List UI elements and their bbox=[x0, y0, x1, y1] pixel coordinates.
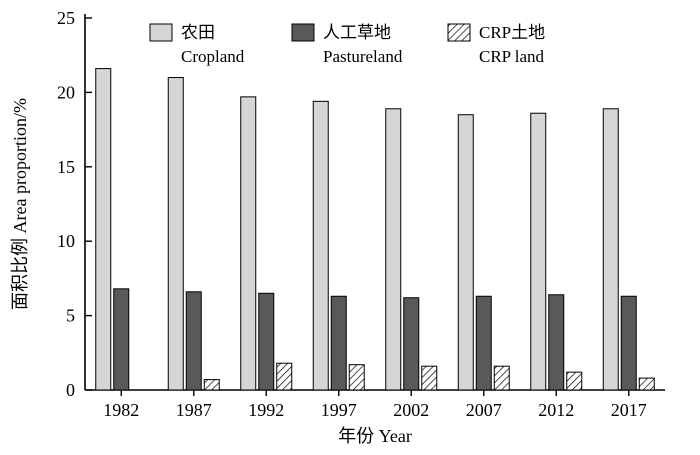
bar-cropland-2002 bbox=[385, 108, 402, 391]
bar-pastureland-1987 bbox=[185, 291, 202, 391]
x-tick-label: 1987 bbox=[176, 400, 212, 420]
legend-label-cn: 农田 bbox=[181, 23, 215, 42]
bar-pastureland-1982 bbox=[113, 288, 130, 391]
bar-cropland-2012 bbox=[530, 112, 547, 391]
bar-cropland-1997 bbox=[312, 100, 329, 391]
bar-crp-land-1992 bbox=[276, 362, 293, 391]
x-axis-label: 年份 Year bbox=[338, 426, 412, 446]
bar-cropland-1992 bbox=[240, 96, 257, 391]
legend-swatch-hatch bbox=[447, 23, 471, 42]
x-tick-label: 1992 bbox=[248, 400, 284, 420]
y-tick-label: 5 bbox=[66, 306, 75, 326]
x-tick-label: 2007 bbox=[466, 400, 502, 420]
y-tick-label: 25 bbox=[57, 8, 75, 28]
bar-crp-land-1987 bbox=[203, 379, 220, 391]
y-tick-label: 15 bbox=[57, 157, 75, 177]
legend-label-cn: CRP土地 bbox=[479, 23, 545, 42]
y-axis-label: 面积比例 Area proportion/% bbox=[10, 98, 30, 310]
bar-crp-land-2002 bbox=[421, 365, 438, 391]
bar-pastureland-2007 bbox=[475, 295, 492, 391]
bar-crp-land-1997 bbox=[348, 364, 365, 391]
legend-label-en: Pastureland bbox=[323, 47, 403, 66]
x-tick-label: 2012 bbox=[538, 400, 574, 420]
bar-crp-land-2007 bbox=[493, 365, 510, 391]
y-tick-label: 0 bbox=[66, 380, 75, 400]
y-tick-label: 10 bbox=[57, 231, 75, 251]
bar-pastureland-2012 bbox=[548, 294, 565, 391]
legend-swatch-dark bbox=[291, 23, 315, 42]
legend-label-en: CRP land bbox=[479, 47, 545, 66]
bar-crp-land-2012 bbox=[566, 371, 583, 391]
y-tick-label: 20 bbox=[57, 82, 75, 102]
legend-swatch-light bbox=[149, 23, 173, 42]
legend-item-crp-land: CRP土地 CRP land bbox=[447, 23, 545, 66]
bar-cropland-2007 bbox=[457, 114, 474, 391]
bar-pastureland-2002 bbox=[403, 297, 420, 391]
bar-cropland-1987 bbox=[167, 77, 184, 391]
bar-cropland-2017 bbox=[602, 108, 619, 391]
bar-pastureland-1997 bbox=[330, 295, 347, 391]
bar-pastureland-1992 bbox=[258, 292, 275, 391]
x-tick-label: 1982 bbox=[103, 400, 139, 420]
legend-item-cropland: 农田 Cropland bbox=[149, 23, 245, 66]
legend-label-cn: 人工草地 bbox=[323, 23, 391, 42]
legend-label-en: Cropland bbox=[181, 47, 245, 66]
x-tick-label: 2017 bbox=[611, 400, 647, 420]
bar-crp-land-2017 bbox=[638, 377, 655, 391]
bar-cropland-1982 bbox=[95, 68, 112, 391]
x-tick-label: 2002 bbox=[393, 400, 429, 420]
x-tick-label: 1997 bbox=[321, 400, 357, 420]
bar-pastureland-2017 bbox=[620, 295, 637, 391]
legend-item-pastureland: 人工草地 Pastureland bbox=[291, 23, 403, 66]
